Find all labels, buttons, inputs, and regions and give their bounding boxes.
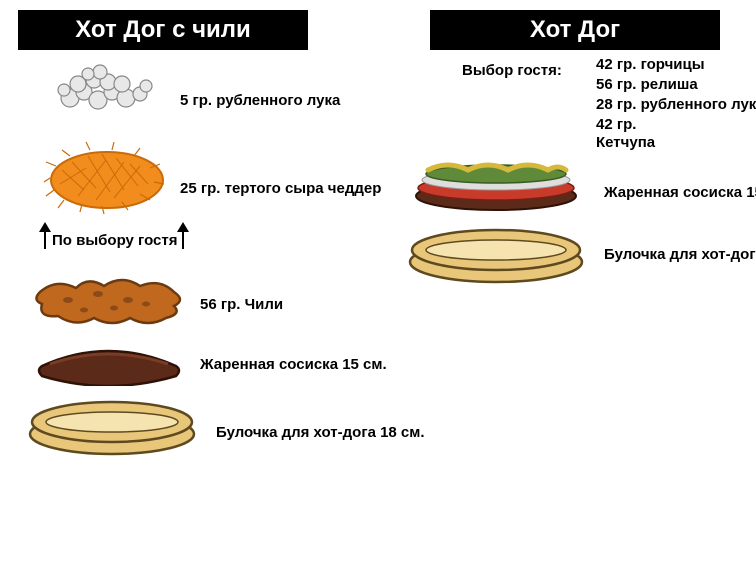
ketchup-label-1: 42 гр. <box>596 116 636 133</box>
mustard-label: 42 гр. горчицы <box>596 56 705 73</box>
bun-right-label: Булочка для хот-дога 18 <box>604 246 756 263</box>
bun-left-illustration <box>24 394 200 460</box>
arrow-up-icon <box>40 222 50 250</box>
bun-left-label: Булочка для хот-дога 18 см. <box>216 424 425 441</box>
onion-label: 5 гр. рубленного лука <box>180 92 340 109</box>
ketchup-label-2: Кетчупа <box>596 134 655 151</box>
sausage-left-illustration <box>30 342 188 386</box>
guest-choice-label: По выбору гостя <box>52 232 178 249</box>
onion-illustration <box>50 62 160 118</box>
guest-choice-right: Выбор гостя: <box>462 62 562 79</box>
left-title: Хот Дог с чили <box>18 10 308 50</box>
chili-illustration <box>28 270 188 332</box>
arrow-up-icon <box>178 222 188 250</box>
chili-label: 56 гр. Чили <box>200 296 283 313</box>
cheese-label: 25 гр. тертого сыра чеддер <box>180 180 381 197</box>
sausage-left-label: Жаренная сосиска 15 см. <box>200 356 387 373</box>
bun-right-illustration <box>404 222 588 288</box>
cheese-illustration <box>42 140 172 214</box>
topped-sausage-illustration <box>408 154 584 214</box>
right-title: Хот Дог <box>430 10 720 50</box>
onion-right-label: 28 гр. рубленного лука <box>596 96 756 113</box>
relish-label: 56 гр. релиша <box>596 76 698 93</box>
sausage-right-label: Жаренная сосиска 15 см. <box>604 184 756 201</box>
